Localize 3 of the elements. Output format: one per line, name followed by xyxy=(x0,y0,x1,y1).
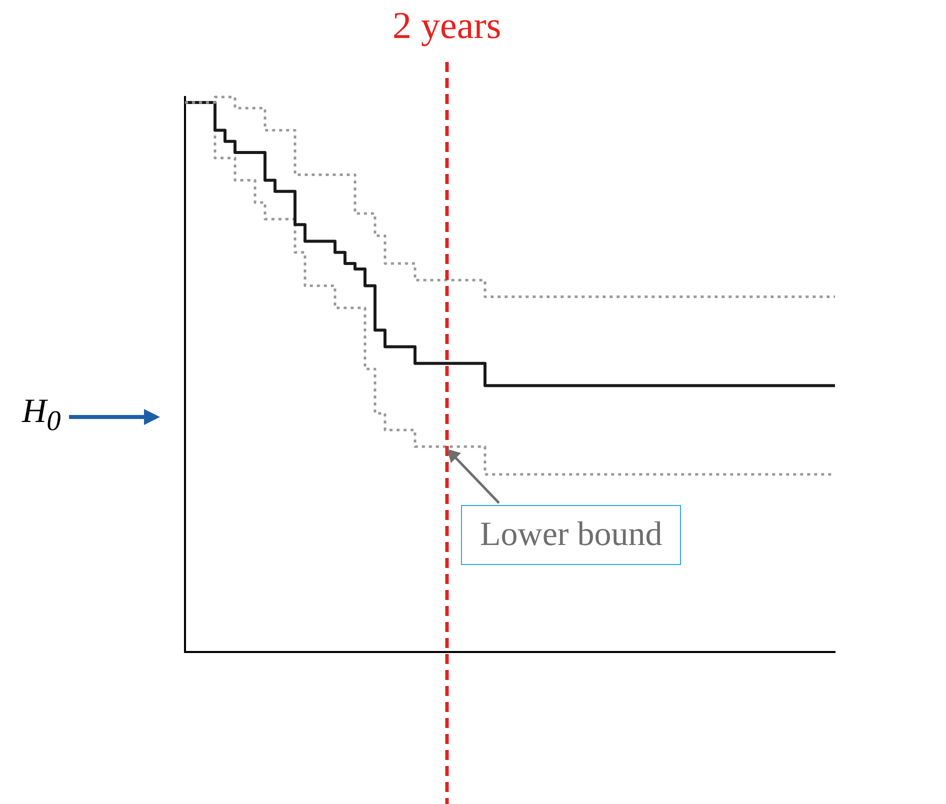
annotation: Lower bound xyxy=(461,505,682,565)
text: H$_{0}$ xyxy=(22,393,61,438)
text: 2 years xyxy=(392,4,502,48)
